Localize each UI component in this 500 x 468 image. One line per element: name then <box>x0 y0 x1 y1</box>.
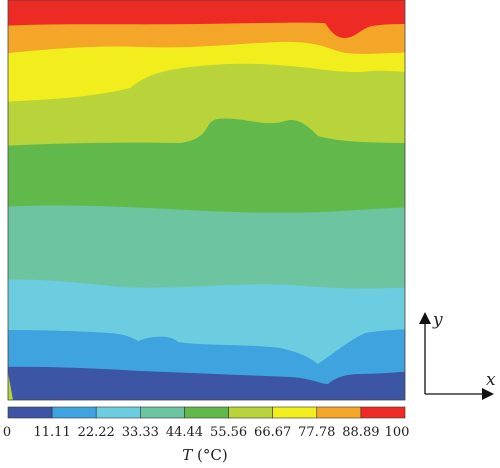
colorbar-tick-label: 100 <box>385 425 410 440</box>
colorbar-tick-label: 0 <box>3 425 11 440</box>
colorbar-title-symbol: T <box>182 446 193 464</box>
colorbar-tick-label: 44.44 <box>166 425 203 440</box>
colorbar-segment <box>7 406 53 419</box>
colorbar-segment <box>272 406 318 419</box>
colorbar-tick-label: 55.56 <box>210 425 247 440</box>
colorbar-segment <box>51 406 97 419</box>
colorbar-segment <box>95 406 141 419</box>
axes-indicator <box>419 312 494 400</box>
y-axis-arrowhead <box>419 312 431 324</box>
colorbar-title: T (°C) <box>182 446 227 464</box>
colorbar-tick-label: 66.67 <box>254 425 291 440</box>
colorbar-tick-label: 77.78 <box>298 425 335 440</box>
x-axis-letter: x <box>486 370 496 390</box>
contour-plot-area <box>8 0 405 400</box>
colorbar-segment <box>316 406 362 419</box>
colorbar-segment <box>360 406 406 419</box>
colorbar-segment <box>184 406 229 419</box>
colorbar-title-unit: (°C) <box>192 446 227 464</box>
colorbar-tick-label: 33.33 <box>122 425 159 440</box>
colorbar-segment <box>140 406 185 419</box>
plot-frame <box>7 0 406 401</box>
colorbar-tick-labels: 0 11.11 22.22 33.33 44.44 55.56 66.67 77.78 88.8… <box>3 425 410 440</box>
contour-band-0-11 <box>8 366 405 400</box>
colorbar <box>7 406 406 419</box>
colorbar-tick-label: 88.89 <box>342 425 379 440</box>
x-axis-arrowhead <box>482 388 494 400</box>
y-axis-letter: y <box>432 310 443 330</box>
colorbar-tick-label: 11.11 <box>34 425 71 440</box>
contour-corner-sliver <box>8 372 13 400</box>
colorbar-segment <box>228 406 273 419</box>
colorbar-tick-label: 22.22 <box>78 425 115 440</box>
